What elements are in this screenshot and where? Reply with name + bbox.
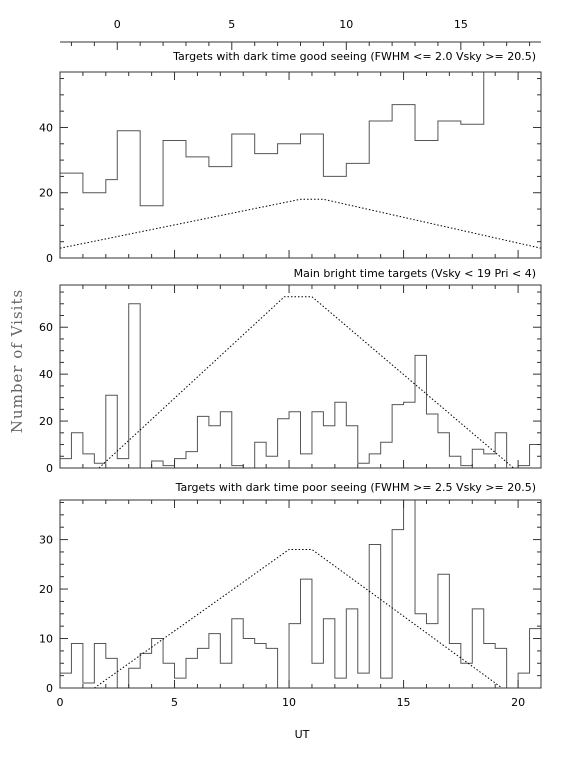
histogram-series: [60, 303, 541, 468]
y-tick-label: 30: [39, 534, 53, 547]
panel-title: Targets with dark time good seeing (FWHM…: [172, 50, 536, 63]
histogram-series: [60, 72, 485, 207]
dotted-curve: [60, 198, 541, 249]
x-axis-label: UT: [295, 728, 310, 741]
x-tick-label: 15: [397, 696, 411, 709]
x-tick-label: 0: [57, 696, 64, 709]
top-axis-tick-label: 5: [228, 18, 235, 31]
y-tick-label: 10: [39, 633, 53, 646]
panel-dark-good-seeing: Targets with dark time good seeing (FWHM…: [39, 50, 542, 265]
top-axis: 0 5 10 15: [60, 18, 541, 50]
y-tick-label: 0: [46, 682, 53, 695]
y-tick-label: 0: [46, 462, 53, 475]
x-tick-label: 5: [171, 696, 178, 709]
histogram-series: [60, 500, 541, 688]
y-tick-label: 40: [39, 121, 53, 134]
panel-title: Targets with dark time poor seeing (FWHM…: [175, 481, 536, 494]
panel-dark-poor-seeing: Targets with dark time poor seeing (FWHM…: [39, 481, 542, 709]
top-axis-tick-label: 10: [339, 18, 353, 31]
y-tick-label: 0: [46, 252, 53, 265]
panel-frame: [59, 499, 542, 689]
panel-title: Main bright time targets (Vsky < 19 Pri …: [294, 267, 536, 280]
y-tick-label: 20: [39, 187, 53, 200]
top-axis-tick-label: 0: [114, 18, 121, 31]
y-tick-label: 20: [39, 583, 53, 596]
y-tick-label: 40: [39, 368, 53, 381]
panel-frame: [59, 71, 542, 259]
x-tick-label: 20: [511, 696, 525, 709]
panel-main-bright: Main bright time targets (Vsky < 19 Pri …: [39, 267, 542, 475]
y-tick-label: 60: [39, 321, 53, 334]
x-tick-label: 10: [282, 696, 296, 709]
panel-frame: [59, 284, 542, 469]
dotted-curve: [94, 548, 503, 688]
y-axis-label: Number of Visits: [8, 289, 26, 433]
y-tick-label: 20: [39, 415, 53, 428]
dotted-curve: [98, 296, 514, 468]
top-axis-tick-label: 15: [454, 18, 468, 31]
